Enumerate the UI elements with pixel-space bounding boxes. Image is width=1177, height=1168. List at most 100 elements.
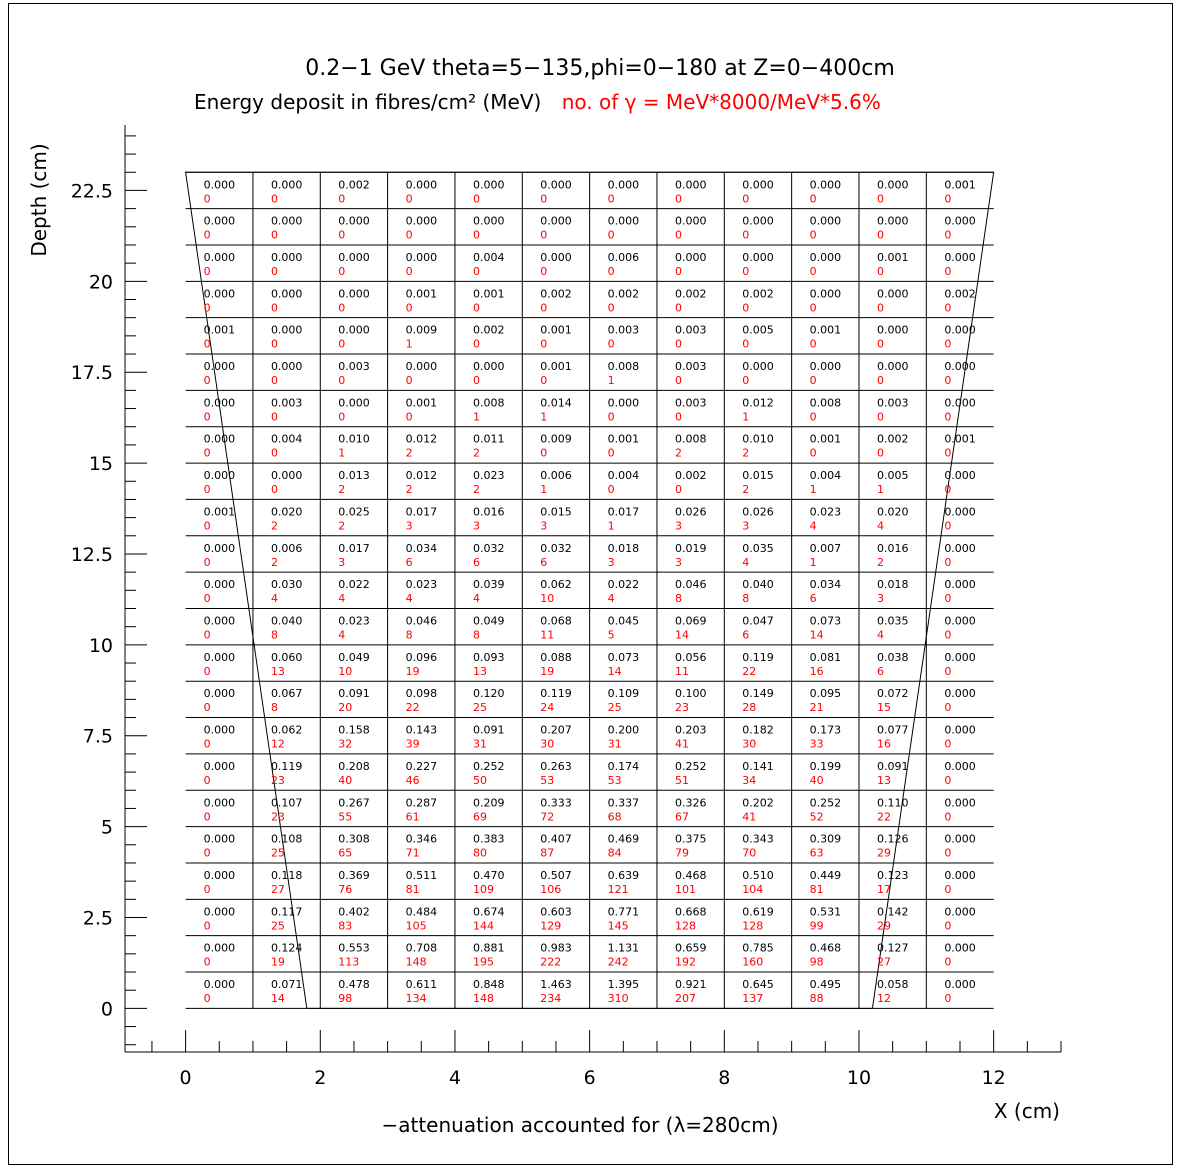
cell-energy-label: 0.000 — [810, 251, 842, 264]
cell-energy-label: 0.000 — [540, 215, 572, 228]
cell-energy-label: 0.010 — [742, 433, 774, 446]
cell-energy-label: 0.008 — [675, 433, 707, 446]
cell-photon-label: 79 — [675, 847, 689, 860]
cell-photon-label: 104 — [742, 883, 763, 896]
cell-energy-label: 0.881 — [473, 942, 505, 955]
cell-photon-label: 0 — [540, 265, 547, 278]
cell-energy-label: 0.001 — [540, 324, 572, 337]
cell-photon-label: 0 — [271, 374, 278, 387]
cell-photon-label: 52 — [810, 810, 824, 823]
cell-energy-label: 0.000 — [810, 287, 842, 300]
cell-energy-label: 0.267 — [338, 796, 370, 809]
cell-energy-label: 0.000 — [204, 942, 236, 955]
cell-photon-label: 81 — [406, 883, 420, 896]
cell-energy-label: 0.495 — [810, 978, 842, 991]
cell-photon-label: 145 — [608, 919, 629, 932]
cell-energy-label: 0.507 — [540, 869, 572, 882]
cell-photon-label: 83 — [338, 919, 352, 932]
cell-photon-label: 0 — [608, 229, 615, 242]
cell-photon-label: 0 — [204, 374, 211, 387]
cell-energy-label: 0.468 — [675, 869, 707, 882]
cell-photon-label: 0 — [944, 301, 951, 314]
cell-photon-label: 70 — [742, 847, 756, 860]
cell-photon-label: 0 — [540, 338, 547, 351]
cell-energy-label: 0.126 — [877, 833, 909, 846]
cell-energy-label: 0.000 — [204, 433, 236, 446]
cell-energy-label: 0.120 — [473, 687, 505, 700]
cell-photon-label: 55 — [338, 810, 352, 823]
cell-photon-label: 28 — [742, 701, 756, 714]
cell-photon-label: 53 — [608, 774, 622, 787]
cell-energy-label: 0.000 — [204, 760, 236, 773]
cell-energy-label: 0.000 — [204, 251, 236, 264]
cell-energy-label: 0.006 — [608, 251, 640, 264]
cell-energy-label: 0.000 — [810, 360, 842, 373]
cell-photon-label: 46 — [406, 774, 420, 787]
cell-photon-label: 0 — [406, 301, 413, 314]
cell-energy-label: 0.478 — [338, 978, 370, 991]
cell-photon-label: 40 — [810, 774, 824, 787]
cell-photon-label: 3 — [473, 519, 480, 532]
attenuation-note: −attenuation accounted for (λ=280cm) — [381, 1113, 778, 1137]
cell-photon-label: 0 — [338, 338, 345, 351]
cell-energy-label: 0.035 — [877, 614, 909, 627]
cell-energy-label: 0.000 — [204, 724, 236, 737]
cell-energy-label: 0.141 — [742, 760, 774, 773]
cell-energy-label: 0.062 — [540, 578, 572, 591]
cell-energy-label: 0.000 — [204, 396, 236, 409]
cell-energy-label: 0.004 — [810, 469, 842, 482]
cell-photon-label: 23 — [271, 810, 285, 823]
cell-photon-label: 0 — [944, 592, 951, 605]
x-tick-label: 2 — [314, 1067, 326, 1089]
cell-photon-label: 14 — [608, 665, 622, 678]
cell-energy-label: 0.003 — [675, 324, 707, 337]
cell-photon-label: 2 — [742, 483, 749, 496]
cell-energy-label: 0.091 — [877, 760, 909, 773]
cell-photon-label: 80 — [473, 847, 487, 860]
cell-energy-label: 0.049 — [473, 614, 505, 627]
cell-photon-label: 0 — [944, 265, 951, 278]
cell-energy-label: 0.000 — [204, 542, 236, 555]
cell-photon-label: 0 — [204, 265, 211, 278]
cell-photon-label: 1 — [608, 519, 615, 532]
cell-energy-label: 0.003 — [675, 360, 707, 373]
cell-photon-label: 2 — [406, 483, 413, 496]
cell-energy-label: 0.067 — [271, 687, 303, 700]
cell-energy-label: 0.143 — [406, 724, 438, 737]
cell-energy-label: 0.071 — [271, 978, 303, 991]
cell-photon-label: 0 — [473, 192, 480, 205]
cell-energy-label: 0.000 — [944, 505, 976, 518]
cell-photon-label: 0 — [608, 410, 615, 423]
cell-energy-label: 0.263 — [540, 760, 572, 773]
cell-photon-label: 67 — [675, 810, 689, 823]
cell-energy-label: 0.000 — [742, 178, 774, 191]
cell-energy-label: 0.000 — [204, 869, 236, 882]
cell-photon-label: 0 — [810, 338, 817, 351]
cell-energy-label: 0.449 — [810, 869, 842, 882]
cell-energy-label: 0.100 — [675, 687, 707, 700]
cell-photon-label: 53 — [540, 774, 554, 787]
cell-photon-label: 4 — [810, 519, 817, 532]
cell-energy-label: 0.000 — [204, 687, 236, 700]
cell-energy-label: 0.002 — [338, 178, 370, 191]
cell-energy-label: 0.000 — [271, 287, 303, 300]
cell-photon-label: 0 — [944, 956, 951, 969]
y-tick-label: 22.5 — [71, 180, 113, 202]
cell-energy-label: 0.407 — [540, 833, 572, 846]
cell-photon-label: 8 — [675, 592, 682, 605]
cell-photon-label: 61 — [406, 810, 420, 823]
cell-energy-label: 0.060 — [271, 651, 303, 664]
cell-photon-label: 4 — [877, 628, 884, 641]
cell-photon-label: 0 — [810, 410, 817, 423]
cell-photon-label: 81 — [810, 883, 824, 896]
cell-photon-label: 0 — [944, 847, 951, 860]
cell-energy-label: 0.072 — [877, 687, 909, 700]
cell-energy-label: 0.022 — [608, 578, 640, 591]
cell-energy-label: 0.000 — [473, 360, 505, 373]
cell-energy-label: 0.000 — [271, 324, 303, 337]
cell-energy-label: 1.463 — [540, 978, 572, 991]
cell-energy-label: 0.001 — [810, 324, 842, 337]
cell-photon-label: 21 — [810, 701, 824, 714]
cell-photon-label: 0 — [204, 738, 211, 751]
cell-photon-label: 22 — [406, 701, 420, 714]
